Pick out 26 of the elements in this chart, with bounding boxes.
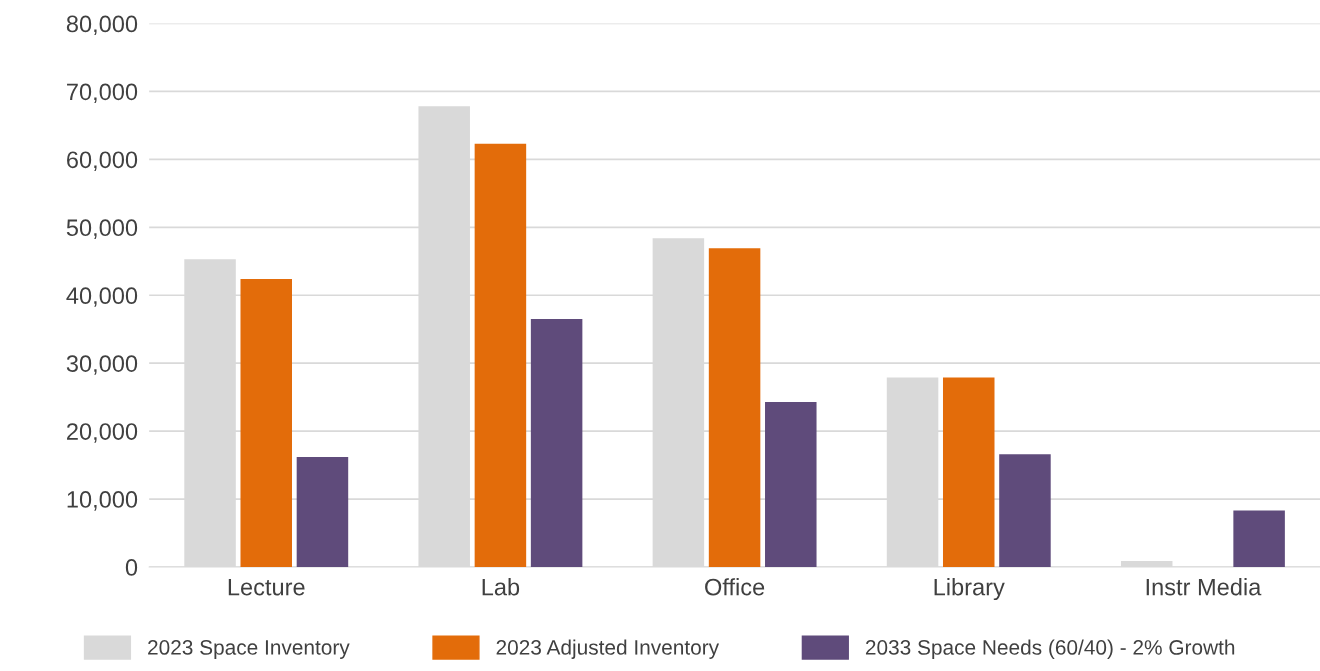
legend-label: 2033 Space Needs (60/40) - 2% Growth bbox=[865, 639, 1235, 659]
y-tick-label: 0 bbox=[125, 559, 138, 576]
x-tick-label: Library bbox=[934, 578, 1005, 601]
bar bbox=[240, 278, 292, 567]
y-tick-label: 20,000 bbox=[67, 423, 138, 443]
bar bbox=[708, 248, 761, 567]
y-tick-label: 70,000 bbox=[67, 83, 138, 103]
y-tick-label: 50,000 bbox=[66, 219, 138, 239]
legend-label: 2023 Adjusted Inventory bbox=[496, 639, 720, 659]
y-tick-label: 30,000 bbox=[66, 355, 138, 375]
bar bbox=[296, 456, 349, 567]
bar bbox=[474, 143, 527, 567]
bar bbox=[999, 454, 1051, 567]
bar bbox=[942, 377, 995, 567]
bar bbox=[765, 401, 817, 567]
y-tick-label: 80,000 bbox=[66, 15, 138, 36]
y-tick-label: 40,000 bbox=[66, 287, 138, 307]
x-tick-label: Lab bbox=[482, 578, 520, 596]
x-tick-label: Instr Media bbox=[1146, 578, 1262, 596]
y-tick-label: 10,000 bbox=[67, 491, 138, 511]
bar bbox=[1233, 510, 1285, 567]
bar bbox=[530, 319, 583, 567]
legend-label: 2023 Space Inventory bbox=[148, 640, 350, 659]
x-tick-label: Lecture bbox=[228, 578, 305, 596]
y-tick-label: 60,000 bbox=[67, 151, 138, 171]
x-tick-label: Office bbox=[705, 578, 765, 596]
